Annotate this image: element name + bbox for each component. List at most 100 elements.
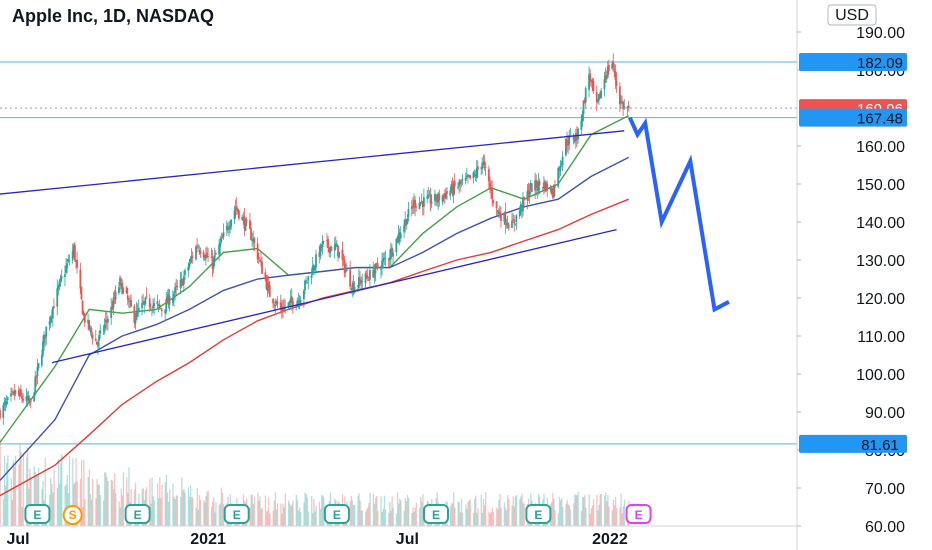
trend-channel[interactable] xyxy=(0,130,625,364)
event-earnings-marker[interactable]: E xyxy=(625,504,652,524)
candle-body xyxy=(18,391,21,397)
projection-path[interactable] xyxy=(627,116,730,313)
candle-body xyxy=(410,206,413,209)
volume-bar xyxy=(289,503,291,526)
candle-body xyxy=(595,91,598,103)
volume-bar xyxy=(253,496,256,526)
candle-body xyxy=(319,244,322,257)
candle-body xyxy=(184,270,186,275)
candle-body xyxy=(367,279,370,281)
event-earnings-marker[interactable]: E xyxy=(525,504,552,524)
candle-body xyxy=(306,281,309,283)
candle-body xyxy=(238,210,240,219)
candle-body xyxy=(388,257,391,261)
candle-body xyxy=(591,79,594,83)
candle-body xyxy=(250,228,252,240)
candle-body xyxy=(141,303,143,309)
candle-body xyxy=(566,139,568,146)
volume-bar xyxy=(399,498,401,526)
candle-body xyxy=(196,246,198,247)
volume-bar xyxy=(204,502,206,526)
candle-body xyxy=(407,208,410,217)
currency-box[interactable] xyxy=(827,4,877,26)
price-tag[interactable] xyxy=(799,108,907,127)
candle-body xyxy=(576,134,578,139)
event-earnings-marker[interactable]: E xyxy=(323,504,350,524)
candle-body xyxy=(404,219,407,227)
horizontal-levels[interactable] xyxy=(0,61,797,445)
candle-body xyxy=(104,319,107,323)
volume-bar xyxy=(421,501,423,526)
volume-bar xyxy=(383,495,386,526)
price-axis[interactable]: USD190.00180.00160.00150.00140.00130.001… xyxy=(796,0,932,550)
x-tick-label: 2021 xyxy=(190,531,226,548)
candle-body xyxy=(549,187,552,191)
candle-body xyxy=(159,308,162,310)
candle-body xyxy=(134,318,137,324)
volume-bar xyxy=(460,498,463,526)
candle-body xyxy=(189,258,192,263)
event-earnings-marker[interactable]: E xyxy=(422,504,449,524)
event-earnings-marker[interactable]: E xyxy=(223,504,250,524)
event-label: E xyxy=(534,508,542,522)
volume-bar xyxy=(150,503,152,526)
volume-bar xyxy=(119,507,121,526)
price-tag[interactable] xyxy=(799,53,907,72)
event-earnings-marker[interactable]: E xyxy=(124,504,151,524)
volume-bar xyxy=(5,485,7,526)
candle-body xyxy=(174,287,176,293)
channel-upper-line[interactable] xyxy=(0,130,625,196)
volume-bar xyxy=(374,497,377,526)
candle-body xyxy=(288,300,291,303)
candle-body xyxy=(90,328,93,333)
candle-body xyxy=(442,194,445,196)
price-tag[interactable] xyxy=(799,434,907,453)
candle-body xyxy=(606,66,609,78)
event-split-marker[interactable]: S xyxy=(62,505,83,525)
candle-body xyxy=(552,185,555,198)
volume-bar xyxy=(357,496,359,526)
candle-body xyxy=(376,263,379,269)
candle-body xyxy=(82,312,85,316)
candle-body xyxy=(588,74,590,90)
candle-body xyxy=(73,244,76,260)
volume-bar xyxy=(388,513,390,526)
volume-bar xyxy=(384,509,387,526)
volume-bar xyxy=(581,497,584,526)
projection-line[interactable] xyxy=(627,116,730,313)
candle-body xyxy=(242,217,245,219)
candle-body xyxy=(252,239,255,242)
candle-body xyxy=(598,94,600,101)
candle-body xyxy=(545,182,547,192)
candle-body xyxy=(503,213,506,222)
volume-bar xyxy=(18,464,20,526)
candle-body xyxy=(506,222,509,226)
volume-bar xyxy=(259,496,261,526)
candle-body xyxy=(28,398,31,403)
time-axis[interactable]: Jul 2021 Jul 2022 xyxy=(0,525,797,548)
volume-bar xyxy=(102,500,105,526)
candle-body xyxy=(190,256,193,259)
candle-body xyxy=(4,401,7,405)
y-tick-label: 110.00 xyxy=(857,329,905,346)
volume-bar xyxy=(121,495,124,526)
candle-body xyxy=(267,282,270,286)
event-earnings-marker[interactable]: E xyxy=(24,504,51,524)
volume-bar xyxy=(174,498,176,526)
candle-body xyxy=(457,186,459,188)
channel-lower-line[interactable] xyxy=(51,228,617,364)
volume-bar xyxy=(280,503,282,526)
candle-body xyxy=(490,188,492,191)
volume-bar xyxy=(215,502,217,526)
volume-bar xyxy=(400,500,402,526)
candle-body xyxy=(418,202,421,209)
candle-body xyxy=(361,281,364,282)
candle-body xyxy=(561,156,564,166)
volume-bar xyxy=(583,497,585,526)
candle-body xyxy=(291,300,294,308)
candle-body xyxy=(110,306,113,318)
volume-bar xyxy=(614,496,617,526)
candle-body xyxy=(551,193,554,198)
